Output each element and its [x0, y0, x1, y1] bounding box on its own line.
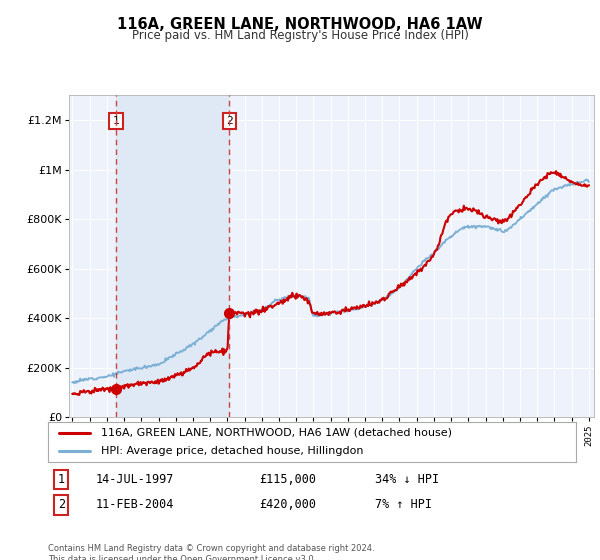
Text: 14-JUL-1997: 14-JUL-1997 [95, 473, 174, 486]
Text: 116A, GREEN LANE, NORTHWOOD, HA6 1AW (detached house): 116A, GREEN LANE, NORTHWOOD, HA6 1AW (de… [101, 428, 452, 437]
Text: 116A, GREEN LANE, NORTHWOOD, HA6 1AW: 116A, GREEN LANE, NORTHWOOD, HA6 1AW [117, 17, 483, 32]
Text: 2: 2 [58, 498, 65, 511]
Text: 7% ↑ HPI: 7% ↑ HPI [376, 498, 433, 511]
Text: HPI: Average price, detached house, Hillingdon: HPI: Average price, detached house, Hill… [101, 446, 364, 456]
Text: £420,000: £420,000 [259, 498, 316, 511]
Text: £115,000: £115,000 [259, 473, 316, 486]
Text: 1: 1 [113, 116, 119, 126]
Bar [116, 95, 229, 417]
Text: Price paid vs. HM Land Registry's House Price Index (HPI): Price paid vs. HM Land Registry's House … [131, 29, 469, 42]
Text: Contains HM Land Registry data © Crown copyright and database right 2024.
This d: Contains HM Land Registry data © Crown c… [48, 544, 374, 560]
Text: 1: 1 [58, 473, 65, 486]
Text: 2: 2 [226, 116, 233, 126]
Text: 34% ↓ HPI: 34% ↓ HPI [376, 473, 439, 486]
Text: 11-FEB-2004: 11-FEB-2004 [95, 498, 174, 511]
